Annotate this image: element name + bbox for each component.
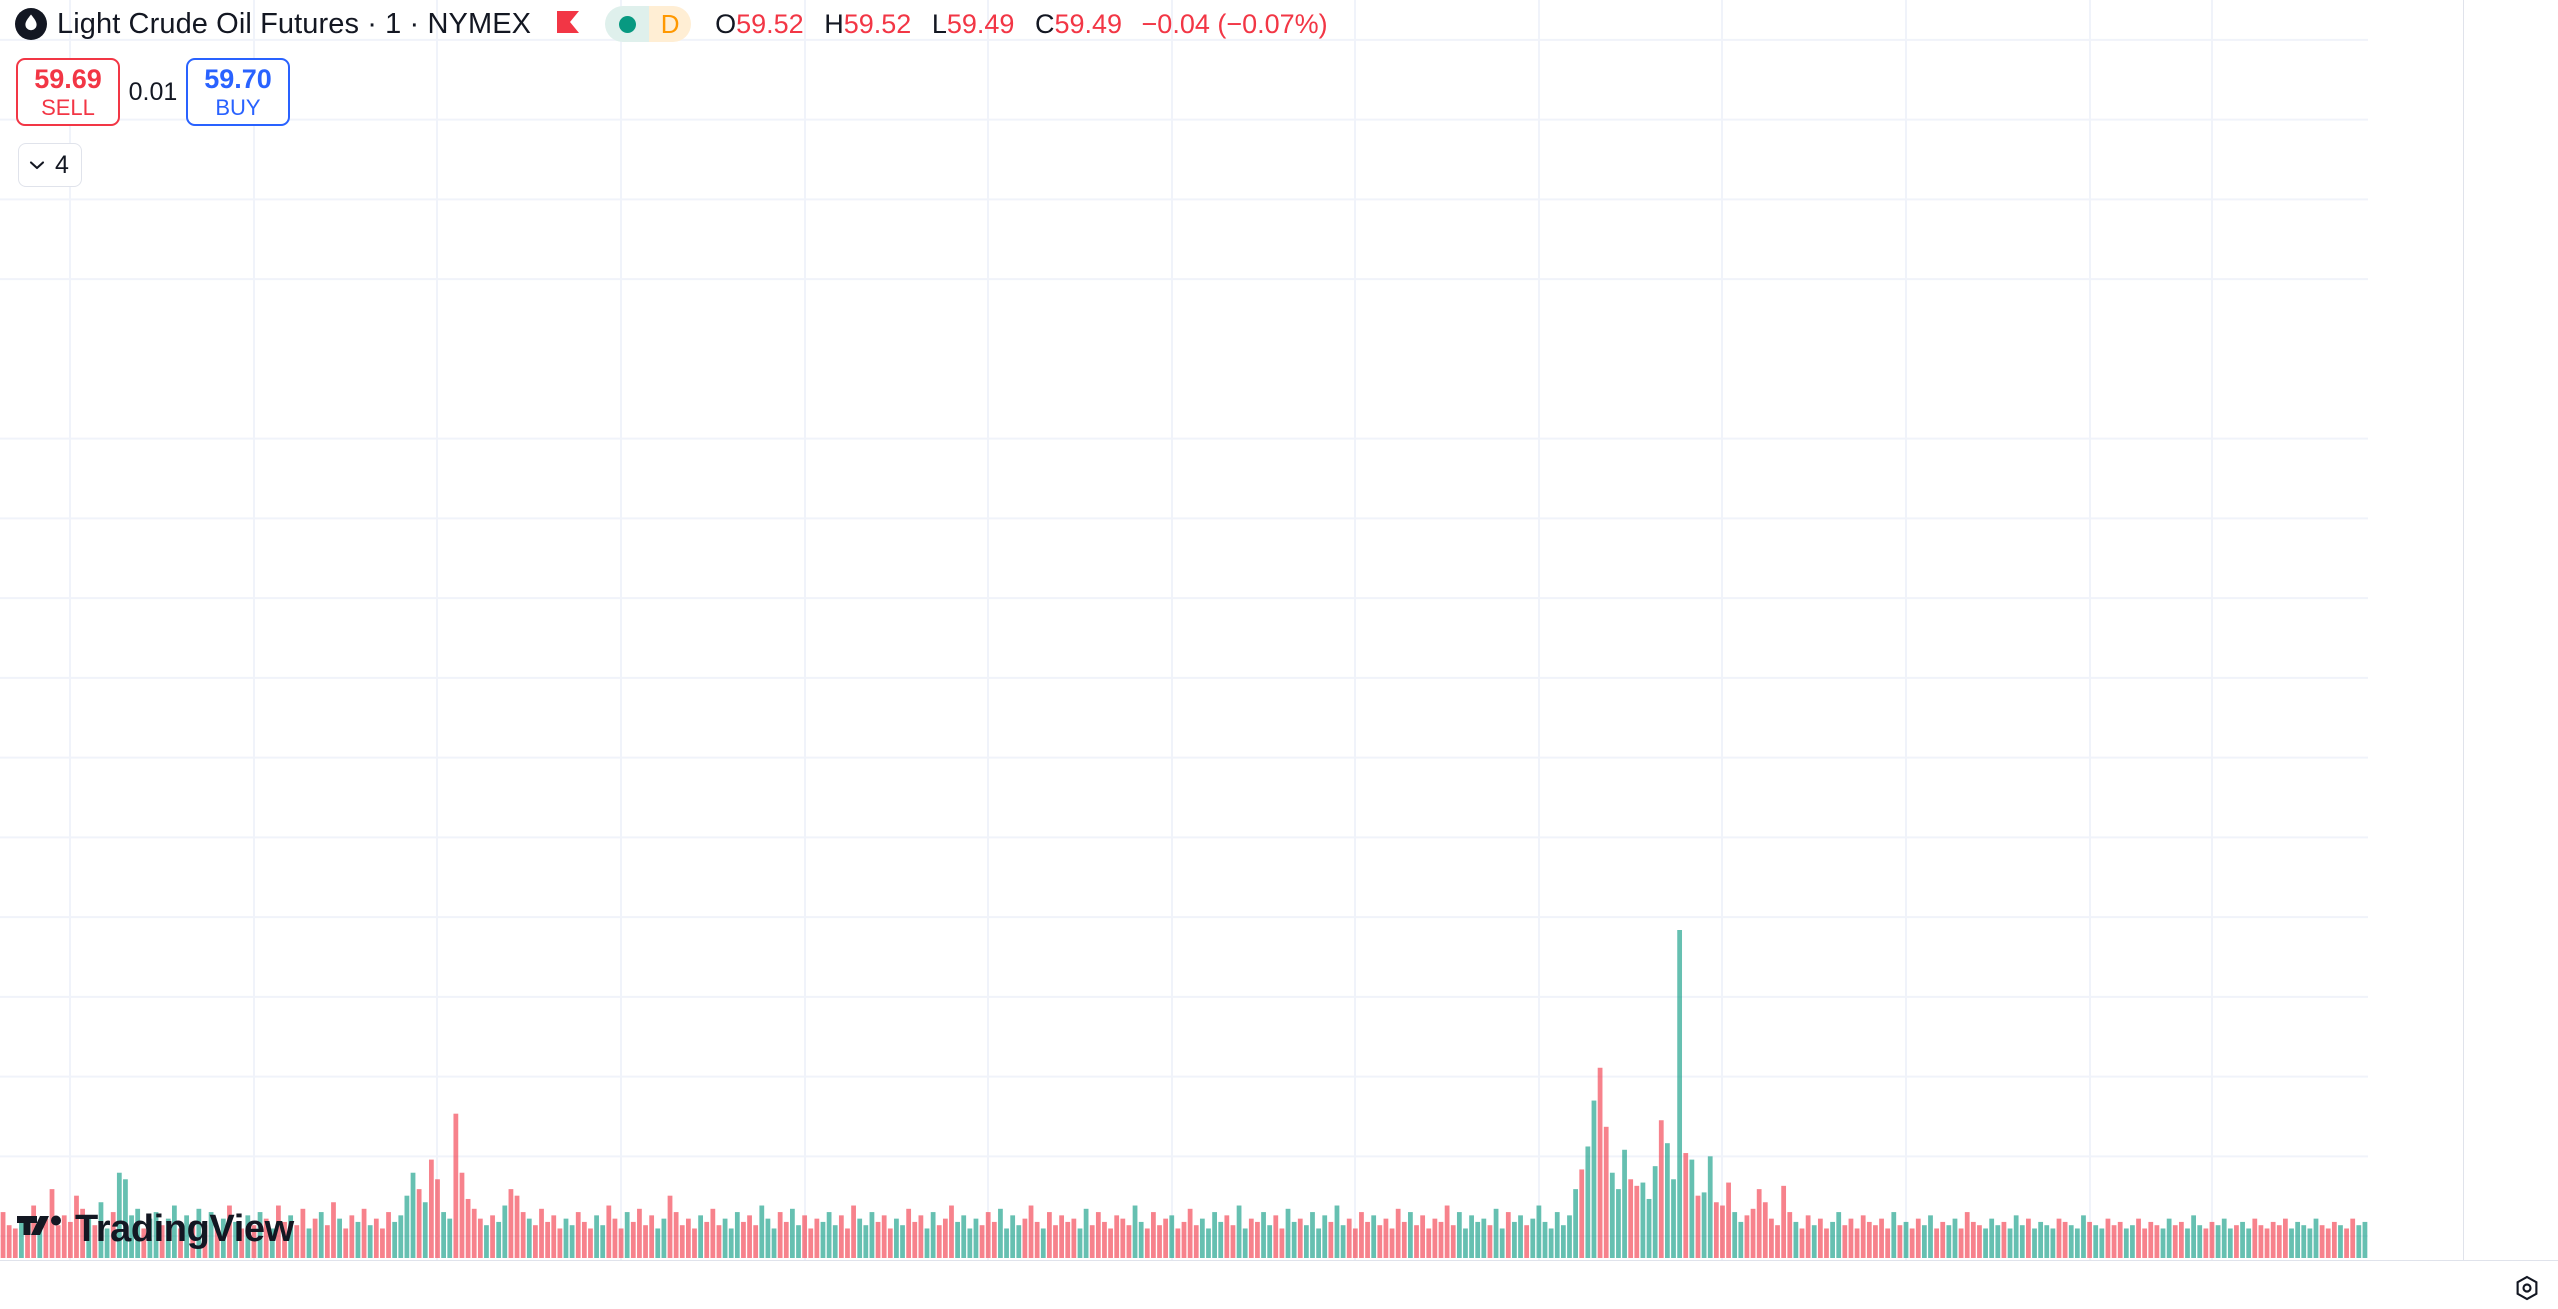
- buy-button[interactable]: 59.70 BUY: [186, 58, 290, 126]
- gear-icon[interactable]: [2512, 1273, 2542, 1303]
- time-axis[interactable]: [0, 1260, 2558, 1309]
- chart-canvas-area[interactable]: [0, 0, 2463, 1260]
- market-status-pill[interactable]: D: [605, 6, 692, 42]
- flag-icon[interactable]: [553, 7, 583, 41]
- ohlc-legend: O59.52 H59.52 L59.49 C59.49 −0.04 (−0.07…: [715, 9, 1328, 40]
- sell-button[interactable]: 59.69 SELL: [16, 58, 120, 126]
- ohlc-l-value: 59.49: [946, 8, 1015, 39]
- chart-header: Light Crude Oil Futures · 1 · NYMEX D O5…: [0, 0, 2558, 48]
- ohlc-h-value: 59.52: [843, 8, 912, 39]
- market-open-dot: [605, 6, 650, 42]
- data-delay-label: D: [649, 6, 692, 42]
- sell-label: SELL: [41, 95, 95, 121]
- buy-label: BUY: [215, 95, 261, 121]
- symbol-title[interactable]: Light Crude Oil Futures · 1 · NYMEX: [57, 7, 532, 40]
- sell-price: 59.69: [34, 63, 102, 94]
- ohlc-o-value: 59.52: [736, 8, 804, 39]
- ohlc-c-label: C: [1034, 8, 1055, 39]
- ohlc-c-value: 59.49: [1054, 8, 1123, 39]
- buy-price: 59.70: [204, 63, 272, 94]
- trade-panel: 59.69 SELL 0.01 59.70 BUY: [16, 58, 290, 126]
- ohlc-h-label: H: [824, 8, 844, 39]
- ohlc-change: −0.04 (−0.07%): [1141, 8, 1328, 39]
- ohlc-l-label: L: [931, 8, 947, 39]
- price-chart[interactable]: [0, 0, 2463, 1260]
- quantity-selector[interactable]: 4: [18, 143, 82, 187]
- oil-drop-icon: [15, 8, 47, 40]
- ohlc-o-label: O: [715, 8, 737, 39]
- spread-value: 0.01: [128, 77, 178, 106]
- chevron-down-icon: [29, 161, 45, 170]
- quantity-value: 4: [55, 150, 69, 179]
- price-axis[interactable]: [2463, 0, 2558, 1260]
